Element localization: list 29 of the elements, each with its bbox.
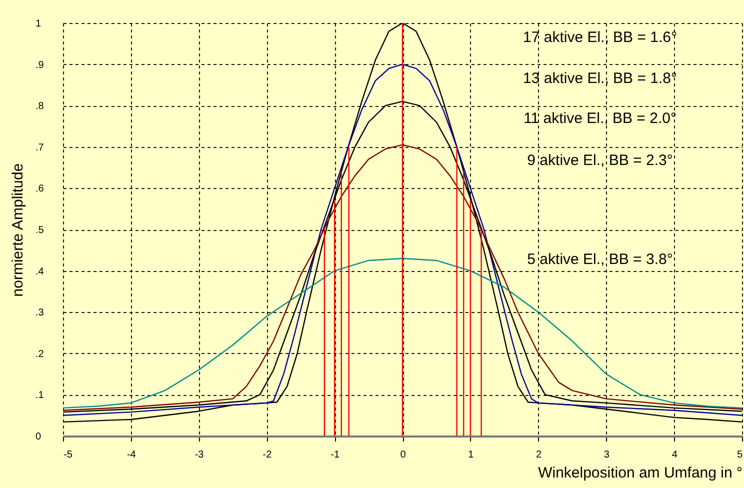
annotation: 13 aktive El., BB = 1.8°: [523, 70, 677, 87]
annotation: 17 aktive El., BB = 1.6°: [523, 29, 677, 46]
x-tick-label: 2: [536, 450, 542, 460]
x-tick-label: 1: [468, 450, 474, 460]
y-tick-label: .9: [36, 60, 44, 71]
x-tick-label: 4: [672, 450, 678, 460]
y-tick-label: .4: [36, 266, 44, 278]
y-axis-title: normierte Amplitude: [10, 163, 26, 297]
y-tick-label: 1: [36, 18, 42, 30]
x-tick-label: -1: [330, 450, 340, 460]
x-tick-label: 5: [736, 450, 743, 460]
x-tick-label: -3: [194, 450, 204, 460]
y-tick-label: .2: [36, 348, 44, 360]
y-tick-label: .3: [36, 308, 44, 319]
y-tick-label: .7: [36, 142, 44, 154]
annotation: 11 aktive El., BB = 2.0°: [524, 110, 676, 127]
x-tick-label: -5: [64, 450, 73, 460]
x-tick-label: -4: [126, 450, 136, 460]
x-tick-label: -2: [262, 450, 272, 460]
y-tick-label: .6: [36, 184, 44, 195]
y-tick-label: .5: [36, 225, 44, 236]
x-tick-label: 0: [400, 450, 406, 460]
annotation: 5 aktive El., BB = 3.8°: [527, 251, 673, 268]
x-tick-label: 3: [604, 450, 610, 460]
y-tick-label: .1: [36, 390, 44, 402]
annotation: 9 aktive El., BB = 2.3°: [527, 152, 673, 169]
y-tick-label: 0: [36, 432, 42, 442]
x-axis-title: Winkelposition am Umfang in °: [538, 464, 742, 482]
y-tick-label: .8: [36, 101, 44, 112]
